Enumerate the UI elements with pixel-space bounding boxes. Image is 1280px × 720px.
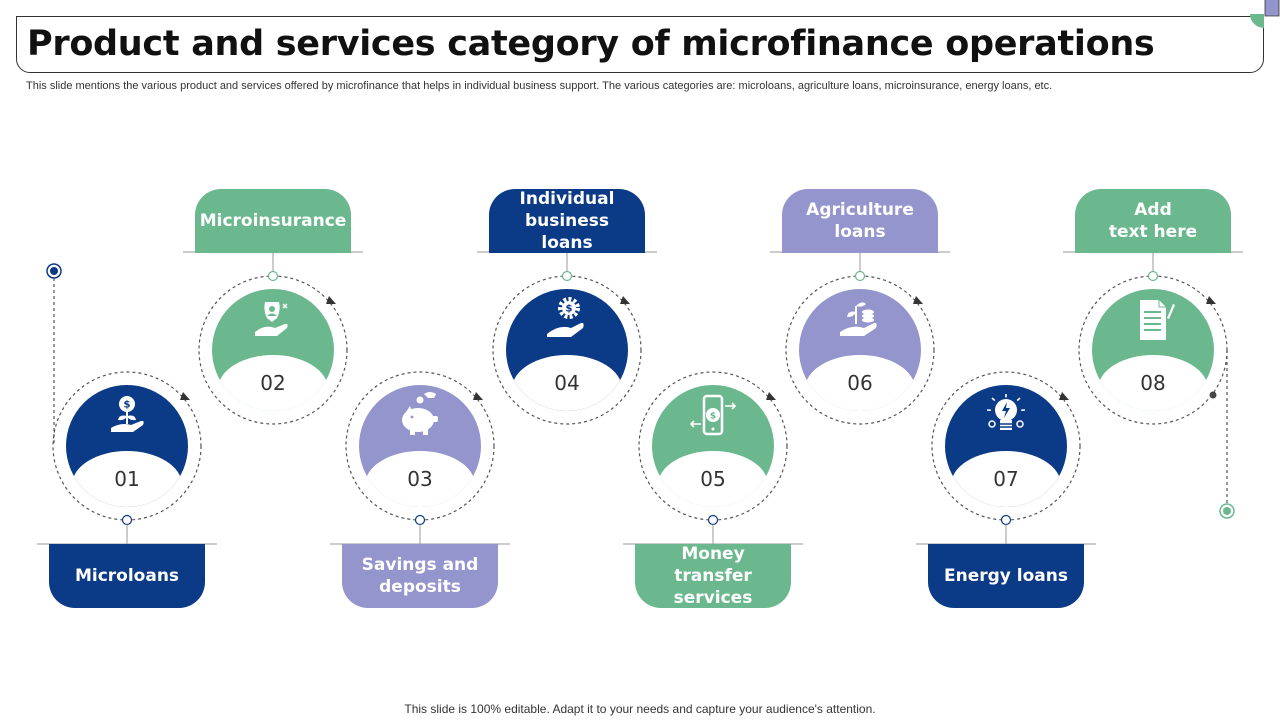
- connector-node: [1000, 514, 1012, 526]
- step-label: Money transfer services: [635, 544, 791, 608]
- flow-arrow: [1059, 392, 1069, 400]
- step-04: $: [477, 251, 657, 425]
- mobile-transfer-icon: $: [689, 394, 737, 436]
- step-03: [330, 371, 510, 545]
- subtitle: This slide mentions the various product …: [26, 80, 1053, 92]
- corner-decoration: [1250, 0, 1280, 28]
- step-label: Agriculture loans: [782, 189, 938, 253]
- plant-coins-hand-icon: [840, 302, 877, 336]
- connector-node: [854, 270, 866, 282]
- step-number: 08: [1140, 371, 1166, 395]
- step-06: [770, 251, 950, 425]
- money-plant-hand-icon: $: [111, 396, 144, 432]
- connector-node: [1147, 270, 1159, 282]
- svg-text:$: $: [124, 400, 131, 411]
- step-label: Add text here: [1075, 189, 1231, 253]
- step-number: 01: [114, 467, 140, 491]
- step-number: 07: [993, 467, 1019, 491]
- document-icon: [1140, 300, 1175, 340]
- step-number: 04: [554, 371, 580, 395]
- flow-arrow: [766, 392, 776, 400]
- flow-arrow: [473, 392, 483, 400]
- shield-person-hand-icon: [255, 302, 288, 336]
- connector-node: [267, 270, 279, 282]
- page-title: Product and services category of microfi…: [27, 24, 1155, 64]
- step-number: 06: [847, 371, 873, 395]
- lightbulb-gear-icon: [986, 394, 1026, 430]
- step-number: 03: [407, 467, 433, 491]
- flow-arrow: [913, 296, 923, 304]
- step-08: [1063, 251, 1243, 425]
- flow-arrow: [180, 392, 190, 400]
- footer-note: This slide is 100% editable. Adapt it to…: [404, 702, 876, 716]
- flow-arrow: [620, 296, 630, 304]
- connector-node: [561, 270, 573, 282]
- connector-node: [707, 514, 719, 526]
- connector-node: [121, 514, 133, 526]
- step-label: Savings and deposits: [342, 544, 498, 608]
- step-label: Microloans: [49, 544, 205, 608]
- step-label: Energy loans: [928, 544, 1084, 608]
- step-01: $: [37, 371, 217, 545]
- step-07: [916, 371, 1096, 545]
- piggy-bank-icon: [402, 392, 438, 435]
- step-number: 02: [260, 371, 286, 395]
- step-number: 05: [700, 467, 726, 491]
- step-label: Microinsurance: [195, 189, 351, 253]
- step-02: [183, 251, 363, 425]
- step-05: $: [623, 371, 803, 545]
- flow-arrow: [1206, 296, 1216, 304]
- step-label: Individual business loans: [489, 189, 645, 253]
- svg-text:$: $: [710, 412, 716, 422]
- svg-text:$: $: [566, 304, 573, 315]
- connector-node: [414, 514, 426, 526]
- flow-arrow: [326, 296, 336, 304]
- title-frame: [16, 16, 1264, 73]
- gear-dollar-hand-icon: $: [547, 297, 584, 337]
